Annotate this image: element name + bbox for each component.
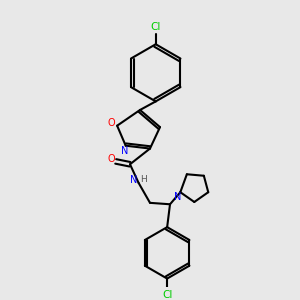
Text: O: O — [107, 118, 115, 128]
Text: O: O — [108, 154, 115, 164]
Text: Cl: Cl — [151, 22, 161, 32]
Text: H: H — [140, 176, 147, 184]
Text: N: N — [174, 192, 182, 203]
Text: N: N — [130, 175, 137, 185]
Text: Cl: Cl — [162, 290, 172, 300]
Text: N: N — [121, 146, 128, 156]
